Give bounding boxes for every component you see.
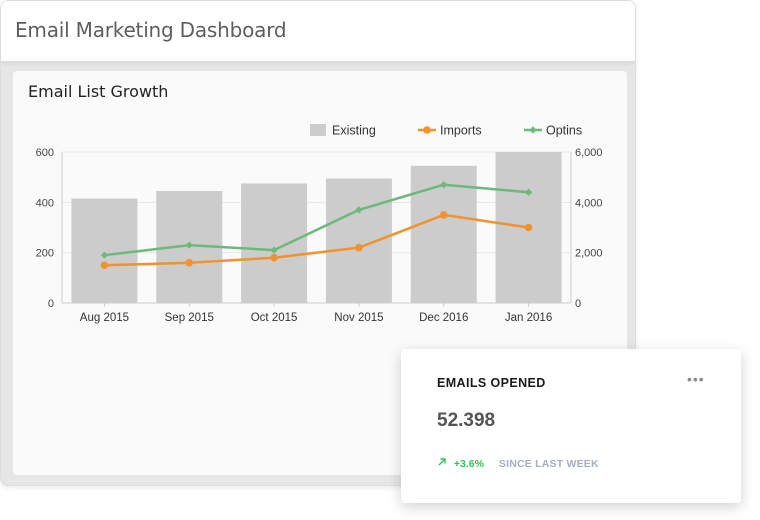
point-imports [524, 223, 533, 232]
point-optins [185, 241, 193, 249]
bar-existing [241, 183, 308, 303]
legend-label-existing: Existing [332, 124, 376, 138]
x-tick-label: Jan 2016 [505, 312, 552, 324]
point-imports [100, 261, 109, 270]
legend-marker-optins [529, 126, 537, 134]
dashboard-title: Email Marketing Dashboard [15, 18, 287, 42]
point-imports [439, 211, 448, 219]
bar-existing [410, 165, 477, 303]
legend-marker-imports [423, 126, 431, 134]
point-imports [270, 253, 278, 262]
y-left-tick-label: 400 [36, 197, 54, 209]
stat-value: 52.398 [437, 410, 496, 431]
legend-label-imports: Imports [440, 124, 482, 138]
stat-title: EMAILS OPENED [437, 376, 546, 390]
y-right-tick-label: 0 [575, 298, 581, 310]
y-right-tick-label: 6,000 [575, 147, 603, 159]
legend-label-optins: Optins [546, 124, 582, 138]
point-imports [355, 243, 363, 252]
chart-title: Email List Growth [28, 82, 169, 101]
y-left-tick-label: 0 [48, 298, 54, 310]
bar-existing [71, 198, 138, 303]
point-optins [270, 246, 278, 254]
y-left-tick-label: 200 [36, 248, 54, 260]
x-tick-label: Aug 2015 [80, 312, 129, 324]
arrow-up-right-icon [437, 457, 449, 470]
emails-opened-card: EMAILS OPENED ••• 52.398 +3.6% SINCE LAS… [401, 349, 741, 503]
trend-label: SINCE LAST WEEK [498, 458, 599, 470]
point-imports [185, 258, 194, 267]
line-optins [104, 183, 529, 257]
x-tick-label: Oct 2015 [251, 312, 298, 324]
y-left-tick-label: 600 [36, 147, 54, 159]
email-list-growth-chart: 0 200 400 600 0 2,000 4,000 6,000 Aug 2015 Sep 20… [36, 124, 603, 325]
line-imports [104, 213, 529, 267]
legend-swatch-existing [310, 124, 326, 136]
stat-trend: +3.6% SINCE LAST WEEK [437, 457, 599, 470]
x-tick-label: Sep 2015 [165, 312, 214, 324]
point-optins [440, 181, 448, 189]
x-tick-label: Nov 2015 [334, 312, 383, 324]
dashboard-header: Email Marketing Dashboard [1, 1, 635, 62]
x-tick-label: Dec 2016 [419, 312, 468, 324]
trend-value: +3.6% [453, 458, 484, 470]
point-optins [524, 188, 533, 196]
y-right-tick-label: 2,000 [575, 248, 603, 260]
point-optins [355, 206, 363, 214]
more-horizontal-icon[interactable]: ••• [687, 371, 705, 387]
point-optins [100, 251, 109, 259]
y-right-tick-label: 4,000 [575, 197, 603, 209]
bar-existing [325, 178, 392, 303]
